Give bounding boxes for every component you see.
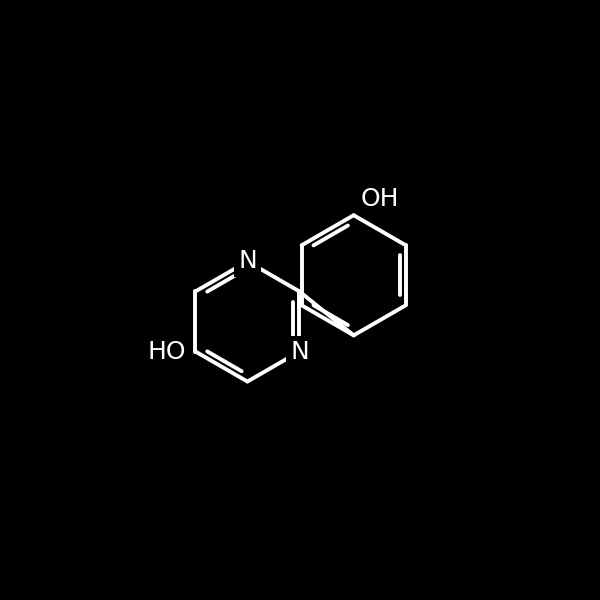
Text: N: N xyxy=(238,250,257,274)
Text: HO: HO xyxy=(148,340,186,364)
Text: OH: OH xyxy=(361,187,399,211)
Text: N: N xyxy=(290,340,309,364)
